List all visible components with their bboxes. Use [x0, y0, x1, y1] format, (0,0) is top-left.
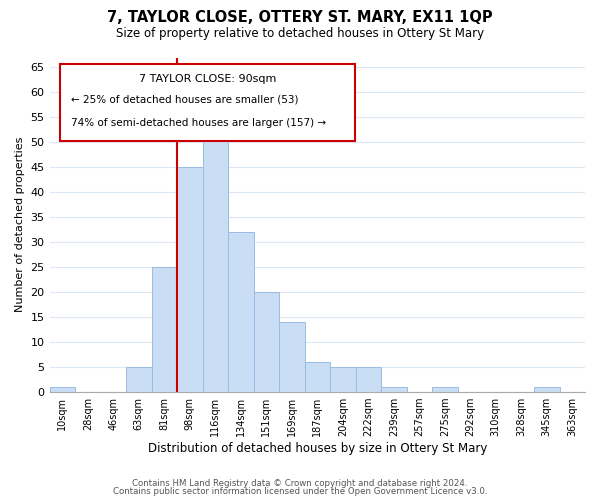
- Bar: [177, 168, 203, 392]
- Bar: [381, 387, 407, 392]
- Bar: [50, 387, 75, 392]
- Bar: [203, 138, 228, 392]
- Y-axis label: Number of detached properties: Number of detached properties: [15, 137, 25, 312]
- FancyBboxPatch shape: [60, 64, 355, 141]
- Text: 7, TAYLOR CLOSE, OTTERY ST. MARY, EX11 1QP: 7, TAYLOR CLOSE, OTTERY ST. MARY, EX11 1…: [107, 10, 493, 25]
- Text: ← 25% of detached houses are smaller (53): ← 25% of detached houses are smaller (53…: [71, 94, 298, 104]
- Bar: [432, 387, 458, 392]
- Bar: [330, 367, 356, 392]
- Text: Contains HM Land Registry data © Crown copyright and database right 2024.: Contains HM Land Registry data © Crown c…: [132, 478, 468, 488]
- Bar: [152, 267, 177, 392]
- Bar: [534, 387, 560, 392]
- Text: Size of property relative to detached houses in Ottery St Mary: Size of property relative to detached ho…: [116, 28, 484, 40]
- Text: 7 TAYLOR CLOSE: 90sqm: 7 TAYLOR CLOSE: 90sqm: [139, 74, 276, 84]
- X-axis label: Distribution of detached houses by size in Ottery St Mary: Distribution of detached houses by size …: [148, 442, 487, 455]
- Bar: [126, 367, 152, 392]
- Text: 74% of semi-detached houses are larger (157) →: 74% of semi-detached houses are larger (…: [71, 118, 326, 128]
- Bar: [356, 367, 381, 392]
- Text: Contains public sector information licensed under the Open Government Licence v3: Contains public sector information licen…: [113, 487, 487, 496]
- Bar: [254, 292, 279, 392]
- Bar: [305, 362, 330, 392]
- Bar: [228, 232, 254, 392]
- Bar: [279, 322, 305, 392]
